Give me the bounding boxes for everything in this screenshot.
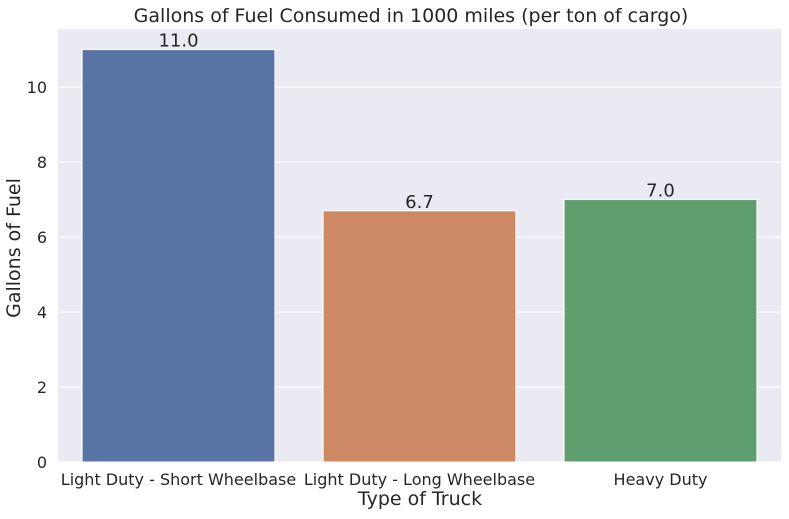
- x-tick-labels: Light Duty - Short Wheelbase Light Duty -…: [61, 470, 708, 489]
- x-tick-label: Heavy Duty: [614, 470, 708, 489]
- y-tick-label: 0: [37, 453, 47, 472]
- y-tick-labels: 0 2 4 6 8 10: [27, 78, 47, 472]
- data-label: 6.7: [405, 192, 434, 213]
- bar: [322, 210, 517, 463]
- bar: [81, 49, 276, 463]
- x-tick-label: Light Duty - Short Wheelbase: [61, 470, 296, 489]
- data-label: 11.0: [158, 31, 198, 52]
- y-axis-label: Gallons of Fuel: [3, 178, 25, 318]
- data-label: 7.0: [646, 181, 675, 202]
- y-tick-label: 2: [37, 378, 47, 397]
- y-tick-label: 10: [27, 78, 47, 97]
- y-tick-label: 6: [37, 228, 47, 247]
- x-axis-label: Type of Truck: [357, 488, 482, 510]
- y-tick-label: 8: [37, 153, 47, 172]
- y-tick-label: 4: [37, 303, 47, 322]
- bar: [563, 199, 758, 463]
- chart-title: Gallons of Fuel Consumed in 1000 miles (…: [134, 5, 689, 27]
- bars: [81, 49, 758, 463]
- x-tick-label: Light Duty - Long Wheelbase: [304, 470, 535, 489]
- data-labels: 11.0 6.7 7.0: [158, 31, 674, 213]
